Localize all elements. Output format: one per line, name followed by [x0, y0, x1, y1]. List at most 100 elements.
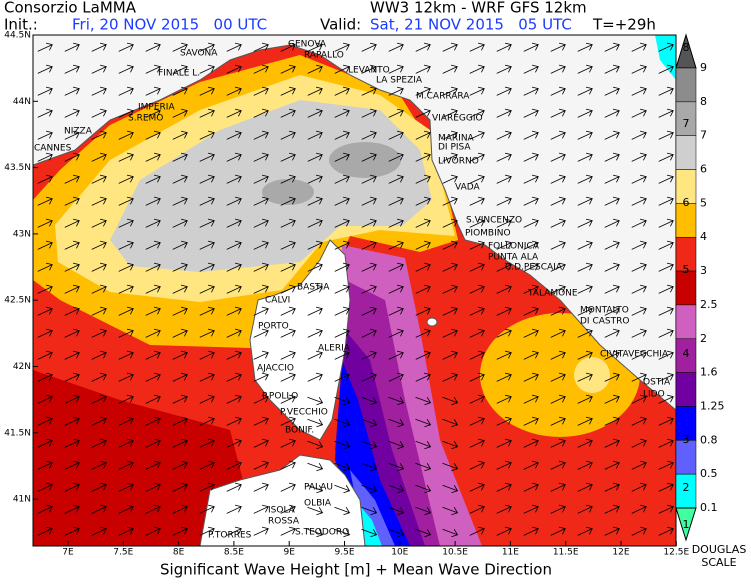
arrow-shape — [577, 218, 593, 228]
arrow — [658, 526, 674, 536]
arrow-shape — [361, 152, 377, 162]
place-label: FOLLONICA — [488, 242, 540, 252]
arrow — [91, 218, 107, 228]
arrow-shape — [658, 262, 674, 272]
arrow-shape — [388, 484, 405, 494]
douglas-level: 2 — [683, 481, 690, 494]
lon-label: 10.5E — [442, 548, 468, 558]
arrow-shape — [172, 218, 188, 228]
arrow-shape — [91, 42, 107, 52]
arrow — [91, 306, 107, 316]
arrow-shape — [307, 418, 324, 428]
lead-time: T=+29h — [592, 16, 656, 34]
footer-caption: Significant Wave Height [m] + Mean Wave … — [160, 561, 552, 579]
arrow — [253, 438, 269, 448]
arrow-shape — [550, 372, 566, 382]
arrow — [280, 460, 296, 470]
arrow-shape — [631, 372, 647, 382]
arrow-shape — [550, 504, 566, 514]
arrow — [226, 394, 242, 404]
arrow — [118, 174, 134, 184]
arrow — [172, 350, 188, 360]
arrow-shape — [172, 416, 188, 426]
arrow-shape — [415, 130, 431, 140]
arrow-shape — [91, 504, 107, 514]
arrow — [118, 350, 134, 360]
arrow-shape — [172, 438, 188, 448]
arrow — [91, 108, 107, 118]
arrow — [658, 394, 674, 404]
arrow-shape — [172, 130, 188, 140]
arrow-shape — [442, 506, 459, 516]
arrow-shape — [631, 416, 647, 426]
arrow-shape — [334, 396, 351, 406]
arrow — [280, 218, 296, 228]
arrow-shape — [550, 482, 566, 492]
arrow — [91, 416, 107, 426]
arrow-shape — [550, 438, 566, 448]
arrow-shape — [361, 306, 377, 316]
arrow — [172, 394, 188, 404]
arrow-shape — [199, 174, 215, 184]
arrow — [577, 350, 593, 360]
arrow-shape — [361, 64, 377, 74]
arrow-shape — [550, 218, 566, 228]
arrow — [334, 284, 350, 294]
arrow — [442, 240, 458, 250]
arrow-shape — [118, 130, 134, 140]
arrow — [37, 86, 53, 96]
arrow — [37, 394, 53, 404]
arrow-shape — [658, 526, 674, 536]
arrow-shape — [496, 350, 512, 360]
arrow — [253, 372, 269, 382]
arrow-shape — [280, 504, 296, 514]
arrow-shape — [64, 262, 80, 272]
arrow-shape — [280, 130, 296, 140]
arrow — [334, 152, 350, 162]
arrow — [658, 174, 674, 184]
arrow-shape — [361, 262, 377, 272]
arrow — [334, 42, 350, 52]
arrow — [388, 396, 405, 406]
arrow — [253, 152, 269, 162]
arrow-shape — [631, 394, 647, 404]
place-label: BONIF. — [285, 426, 314, 436]
place-label: SAVONA — [180, 49, 218, 59]
arrow-shape — [577, 130, 593, 140]
arrow-shape — [91, 460, 107, 470]
arrow-shape — [577, 152, 593, 162]
arrow-shape — [361, 284, 377, 294]
arrow — [37, 196, 53, 206]
arrow — [199, 394, 215, 404]
arrow-shape — [118, 416, 134, 426]
arrow — [37, 328, 53, 338]
arrow — [550, 130, 566, 140]
arrow-shape — [37, 64, 53, 74]
arrow — [658, 416, 674, 426]
arrow-shape — [361, 86, 377, 96]
arrow-shape — [604, 482, 620, 492]
place-label: C.D.PESCAIA — [505, 263, 563, 273]
arrow-shape — [172, 240, 188, 250]
arrow-shape — [280, 174, 296, 184]
arrow — [604, 438, 620, 448]
arrow-shape — [388, 328, 404, 338]
legend-swatch — [675, 135, 697, 170]
arrow — [496, 240, 512, 250]
arrow — [496, 482, 512, 492]
arrow-shape — [361, 506, 378, 516]
arrow-shape — [361, 218, 377, 228]
arrow — [496, 416, 512, 426]
arrow — [442, 42, 458, 52]
arrow — [145, 86, 161, 96]
legend-level: 4 — [700, 230, 707, 243]
arrow-shape — [334, 328, 350, 338]
arrow — [442, 64, 458, 74]
arrow — [199, 152, 215, 162]
arrow-shape — [199, 526, 215, 536]
arrow-shape — [523, 460, 539, 470]
arrow — [523, 108, 539, 118]
arrow — [577, 152, 593, 162]
arrow-shape — [361, 440, 378, 450]
arrow-shape — [658, 130, 674, 140]
